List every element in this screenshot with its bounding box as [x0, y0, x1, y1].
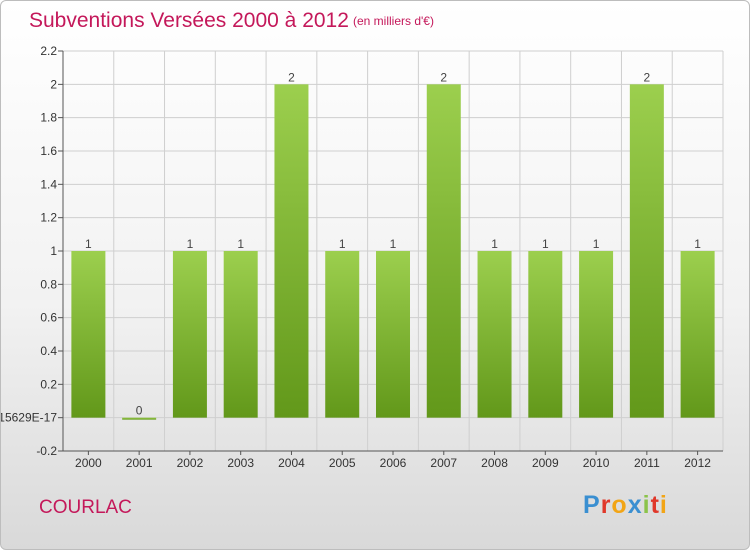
x-tick-label: 2008 — [481, 456, 508, 470]
x-tick-label: 2012 — [684, 456, 711, 470]
bar — [325, 251, 360, 418]
bar-value-label: 1 — [187, 237, 194, 251]
bar-value-label: 1 — [390, 237, 397, 251]
x-tick-label: 2011 — [634, 456, 660, 470]
y-tick-label: 1.8 — [40, 111, 57, 125]
y-tick-label: 1.6 — [40, 144, 57, 158]
y-tick-label: 1.4 — [40, 177, 57, 191]
y-tick-label: -0.2 — [36, 444, 57, 458]
logo-letter: o — [611, 491, 628, 519]
bar — [528, 251, 563, 418]
y-tick-label: 0.8 — [40, 277, 57, 291]
bar — [274, 84, 309, 418]
logo-letter: i — [642, 491, 651, 519]
bar — [71, 251, 106, 418]
bar-value-label: 2 — [644, 70, 651, 84]
x-tick-label: 2003 — [227, 456, 254, 470]
bar-value-label: 1 — [593, 237, 600, 251]
bar-value-label: 0 — [136, 404, 143, 418]
bar-value-label: 1 — [694, 237, 701, 251]
bar — [680, 251, 715, 418]
y-tick-label: 0.2 — [40, 377, 57, 391]
chart-title: Subventions Versées 2000 à 2012 — [29, 9, 349, 32]
logo-letter: t — [650, 491, 660, 519]
y-tick-label: 0.4 — [40, 344, 57, 358]
proxiti-logo: Proxiti — [583, 491, 668, 520]
bar — [172, 251, 207, 418]
y-tick-label: 1.2 — [40, 211, 57, 225]
bar — [376, 251, 410, 418]
x-tick-label: 2007 — [430, 456, 457, 470]
y-tick-label: -15629E-17 — [1, 411, 57, 425]
logo-letter: r — [600, 491, 612, 519]
y-tick-label: 0.6 — [40, 311, 57, 325]
bar-value-label: 1 — [237, 237, 244, 251]
logo-letter: i — [659, 491, 668, 519]
x-tick-label: 2006 — [380, 456, 407, 470]
x-tick-label: 2009 — [532, 456, 559, 470]
y-tick-label: 1 — [50, 244, 57, 258]
bar — [223, 251, 258, 418]
bar — [477, 251, 512, 418]
bar — [579, 251, 614, 418]
bar — [122, 417, 157, 420]
bar-value-label: 1 — [491, 237, 498, 251]
x-tick-label: 2010 — [583, 456, 610, 470]
bar — [629, 84, 664, 418]
x-tick-label: 2005 — [329, 456, 356, 470]
logo-letter: x — [627, 491, 643, 519]
x-tick-label: 2002 — [177, 456, 204, 470]
bar-value-label: 1 — [339, 237, 346, 251]
bar — [426, 84, 461, 418]
y-tick-label: 2 — [50, 77, 57, 91]
commune-name: COURLAC — [39, 497, 132, 518]
x-tick-label: 2000 — [75, 456, 102, 470]
x-tick-label: 2001 — [126, 456, 153, 470]
y-tick-label: 2.2 — [40, 44, 57, 58]
bar-value-label: 2 — [440, 70, 447, 84]
bar-value-label: 2 — [288, 70, 295, 84]
x-tick-label: 2004 — [278, 456, 305, 470]
logo-letter: P — [583, 491, 601, 519]
bar-value-label: 1 — [542, 237, 549, 251]
chart-unit-note: (en milliers d'€) — [353, 14, 434, 28]
bar-value-label: 1 — [85, 237, 92, 251]
